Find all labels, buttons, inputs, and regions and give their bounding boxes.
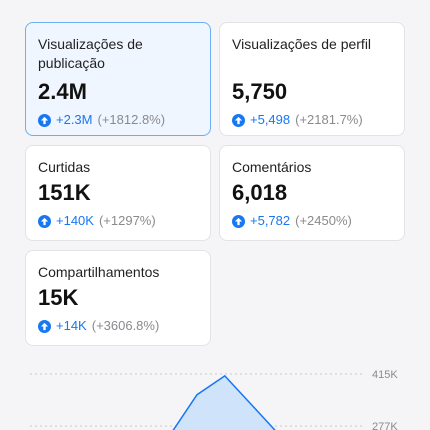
- arrow-up-icon: [38, 113, 51, 127]
- arrow-up-icon: [232, 214, 245, 228]
- metric-delta: +14K (+3606.8%): [38, 317, 198, 335]
- metric-title: Comentários: [232, 159, 312, 175]
- arrow-up-icon: [232, 113, 245, 127]
- arrow-up-icon: [38, 214, 51, 228]
- area-series: [172, 374, 276, 430]
- metric-title: Visualizações de perfil: [232, 36, 372, 52]
- y-tick-label-top: 415K: [372, 369, 398, 381]
- metric-title: Curtidas: [38, 159, 91, 175]
- metric-delta: +140K (+1297%): [38, 212, 198, 230]
- delta-absolute: +140K: [56, 213, 94, 228]
- views-area-chart: 415K 277K: [30, 369, 398, 430]
- metric-card-profile-views[interactable]: Visualizações de perfil 5,750 +5,498 (+2…: [219, 22, 405, 136]
- metric-card-shares[interactable]: Compartilhamentos 15K +14K (+3606.8%): [25, 250, 211, 346]
- metric-delta: +5,782 (+2450%): [232, 212, 392, 230]
- metric-value: 6,018: [232, 180, 288, 205]
- delta-percent: (+2181.7%): [295, 112, 363, 127]
- metric-card-comments[interactable]: Comentários 6,018 +5,782 (+2450%): [219, 145, 405, 241]
- metric-delta: +5,498 (+2181.7%): [232, 111, 392, 129]
- metric-title: Compartilhamentos: [38, 264, 160, 280]
- delta-absolute: +14K: [56, 318, 87, 333]
- delta-absolute: +2.3M: [56, 112, 93, 127]
- metric-title: Visualizações de publicação: [38, 36, 143, 71]
- y-tick-label-middle: 277K: [372, 421, 398, 430]
- metric-card-likes[interactable]: Curtidas 151K +140K (+1297%): [25, 145, 211, 241]
- delta-percent: (+1812.8%): [97, 112, 166, 127]
- metric-card-post-views[interactable]: Visualizações de publicação 2.4M +2.3M (…: [25, 22, 211, 136]
- metric-value: 2.4M: [38, 79, 87, 104]
- delta-percent: (+1297%): [98, 213, 156, 228]
- arrow-up-icon: [38, 319, 51, 333]
- metric-delta: +2.3M (+1812.8%): [38, 111, 198, 129]
- metric-value: 151K: [38, 180, 91, 205]
- metric-value: 15K: [38, 285, 79, 310]
- delta-percent: (+3606.8%): [91, 318, 160, 333]
- delta-absolute: +5,498: [250, 112, 291, 127]
- metric-value: 5,750: [232, 79, 288, 104]
- delta-absolute: +5,782: [250, 213, 291, 228]
- delta-percent: (+2450%): [295, 213, 352, 228]
